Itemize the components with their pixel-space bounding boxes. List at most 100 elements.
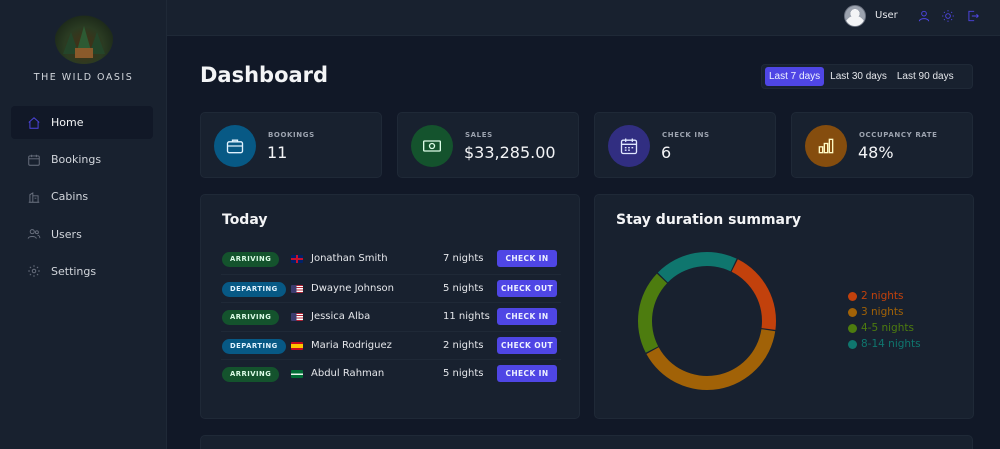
legend-item: 3 nights: [848, 304, 921, 320]
briefcase-icon: [214, 125, 256, 167]
sidebar-item-settings[interactable]: Settings: [11, 255, 153, 288]
donut-slice-2-nights[interactable]: [731, 259, 776, 330]
check-out-button[interactable]: CHECK OUT: [497, 279, 557, 297]
list-item: ARRIVING Jonathan Smith 7 nights CHECK I…: [221, 245, 561, 274]
calendar-icon: [28, 154, 40, 166]
stat-bookings: BOOKINGS 11: [200, 112, 382, 178]
stat-check-ins: CHECK INS 6: [594, 112, 776, 178]
flag-sa-icon: [291, 370, 303, 378]
guest-name: Abdul Rahman: [311, 368, 385, 379]
sidebar-item-bookings[interactable]: Bookings: [11, 143, 153, 176]
today-title: Today: [222, 212, 268, 228]
top-header: User: [167, 0, 1000, 36]
sidebar-item-cabins[interactable]: Cabins: [11, 180, 153, 213]
chart-bar-icon: [805, 125, 847, 167]
sidebar: THE WILD OASIS Home Bookings Cabins User…: [0, 0, 167, 449]
legend-label: 2 nights: [861, 290, 904, 302]
flag-us-icon: [291, 284, 303, 293]
filter-last-30-days[interactable]: Last 30 days: [826, 67, 891, 86]
nights: 5 nights: [443, 282, 484, 294]
nights: 7 nights: [443, 253, 484, 264]
sun-icon[interactable]: [941, 9, 955, 23]
guest-name: Jonathan Smith: [311, 253, 388, 264]
flag-es-icon: [291, 341, 303, 350]
donut-chart: [638, 252, 776, 391]
user-icon[interactable]: [917, 9, 931, 23]
users-icon: [27, 229, 41, 239]
check-in-button[interactable]: CHECK IN: [497, 250, 557, 267]
check-in-button[interactable]: CHECK IN: [497, 365, 557, 382]
status-badge: ARRIVING: [222, 367, 280, 382]
sales-panel: [200, 435, 973, 449]
legend-label: 3 nights: [861, 306, 904, 318]
avatar[interactable]: [844, 5, 866, 27]
guest-name: Maria Rodriguez: [311, 339, 392, 351]
stat-occupancy-rate: OCCUPANCY RATE 48%: [791, 112, 973, 178]
home-icon: [28, 116, 40, 129]
flag-us-icon: [291, 313, 303, 321]
sidebar-item-home[interactable]: Home: [11, 106, 153, 139]
status-badge: DEPARTING: [222, 281, 286, 297]
legend-dot: [848, 339, 857, 349]
list-item: ARRIVING Jessica Alba 11 nights CHECK IN: [221, 302, 561, 331]
sidebar-item-label: Users: [51, 227, 82, 241]
stay-duration-title: Stay duration summary: [616, 212, 802, 228]
legend-dot: [848, 307, 857, 317]
filter-last-90-days[interactable]: Last 90 days: [893, 67, 958, 86]
flag-gb-icon: [291, 255, 303, 263]
list-item: DEPARTING Dwayne Johnson 5 nights CHECK …: [221, 273, 561, 303]
banknotes-icon: [411, 125, 453, 167]
gear-icon: [28, 265, 40, 278]
page-title: Dashboard: [200, 63, 329, 87]
chart-legend: 2 nights 3 nights 4-5 nights 8-14 nights: [848, 288, 921, 352]
filter-last-7-days[interactable]: Last 7 days: [765, 67, 825, 86]
nights: 11 nights: [443, 311, 490, 322]
date-filter: Last 7 days Last 30 days Last 90 days: [761, 64, 973, 89]
logo[interactable]: THE WILD OASIS: [0, 14, 167, 83]
donut-slice-4-5-nights[interactable]: [638, 273, 668, 353]
stat-value: 6: [661, 143, 672, 162]
nights: 5 nights: [443, 368, 484, 379]
legend-item: 4-5 nights: [848, 320, 921, 336]
check-out-button[interactable]: CHECK OUT: [497, 336, 557, 354]
logo-text: THE WILD OASIS: [33, 72, 134, 83]
donut-slice-8-14-nights[interactable]: [657, 252, 737, 283]
legend-label: 8-14 nights: [861, 338, 921, 350]
main-nav: Home Bookings Cabins Users Settings: [11, 106, 153, 292]
user-name: User: [875, 10, 898, 21]
stat-label: SALES: [465, 131, 493, 139]
calendar-days-icon: [608, 125, 650, 167]
sidebar-item-label: Home: [51, 116, 84, 129]
stat-value: 11: [267, 143, 288, 162]
status-badge: DEPARTING: [222, 338, 286, 354]
cabin-icon: [28, 191, 40, 203]
status-badge: ARRIVING: [222, 252, 280, 267]
stat-value: 48%: [858, 143, 894, 162]
sidebar-item-users[interactable]: Users: [11, 218, 153, 251]
legend-dot: [848, 323, 857, 333]
donut-slice-3-nights[interactable]: [646, 329, 776, 391]
sidebar-item-label: Bookings: [51, 153, 102, 167]
stat-label: BOOKINGS: [268, 131, 315, 139]
stay-duration-panel: Stay duration summary 2 nights 3 nights 4-…: [594, 194, 974, 419]
list-item: DEPARTING Maria Rodriguez 2 nights CHECK…: [221, 330, 561, 360]
logo-image: [54, 14, 113, 64]
legend-item: 2 nights: [848, 288, 921, 304]
check-in-button[interactable]: CHECK IN: [497, 308, 557, 325]
today-panel: Today ARRIVING Jonathan Smith 7 nights C…: [200, 194, 580, 419]
stat-value: $33,285.00: [464, 143, 556, 162]
legend-label: 4-5 nights: [861, 322, 914, 334]
guest-name: Jessica Alba: [311, 311, 371, 322]
stat-label: OCCUPANCY RATE: [859, 131, 938, 139]
nights: 2 nights: [443, 339, 484, 351]
list-item: ARRIVING Abdul Rahman 5 nights CHECK IN: [221, 359, 561, 388]
legend-item: 8-14 nights: [848, 336, 921, 352]
stat-label: CHECK INS: [662, 131, 710, 139]
status-badge: ARRIVING: [222, 310, 280, 325]
sidebar-item-label: Cabins: [51, 190, 89, 204]
sidebar-item-label: Settings: [51, 264, 97, 278]
logout-icon[interactable]: [966, 9, 980, 23]
legend-dot: [848, 291, 857, 301]
stat-sales: SALES $33,285.00: [397, 112, 579, 178]
guest-name: Dwayne Johnson: [311, 282, 395, 294]
